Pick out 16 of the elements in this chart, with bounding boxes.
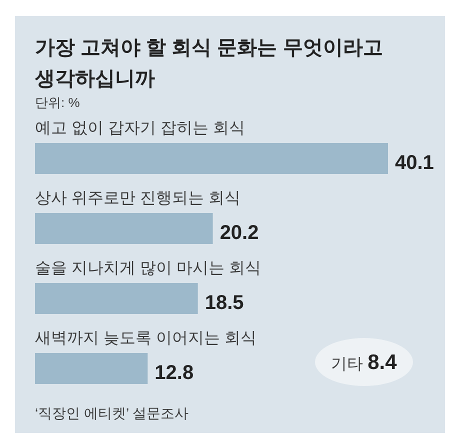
bar [35,283,198,314]
data-label: 12.8 [154,362,194,384]
data-label: 40.1 [395,152,434,174]
bar [35,143,388,174]
chart-subtitle: 단위: % [35,95,80,110]
text: ‘직장인 에티켓’ 설문조사 [35,405,188,421]
y-tick-label: 술을 지나치게 많이 마시는 회식 [35,260,261,277]
bar [35,213,213,244]
chart-title: 가장 고쳐야 할 회식 문화는 무엇이라고 생각하십니까 [34,37,383,90]
data-label: 20.2 [220,222,259,244]
annotation: 기타 8.4 [331,351,398,374]
data-label: 18.5 [204,292,244,314]
y-tick-label: 새벽까지 늦도록 이어지는 회식 [35,330,256,347]
y-tick-label: 예고 없이 갑자기 잡히는 회식 [35,120,245,137]
bar [35,353,148,384]
y-tick-label: 상사 위주로만 진행되는 회식 [35,190,240,207]
